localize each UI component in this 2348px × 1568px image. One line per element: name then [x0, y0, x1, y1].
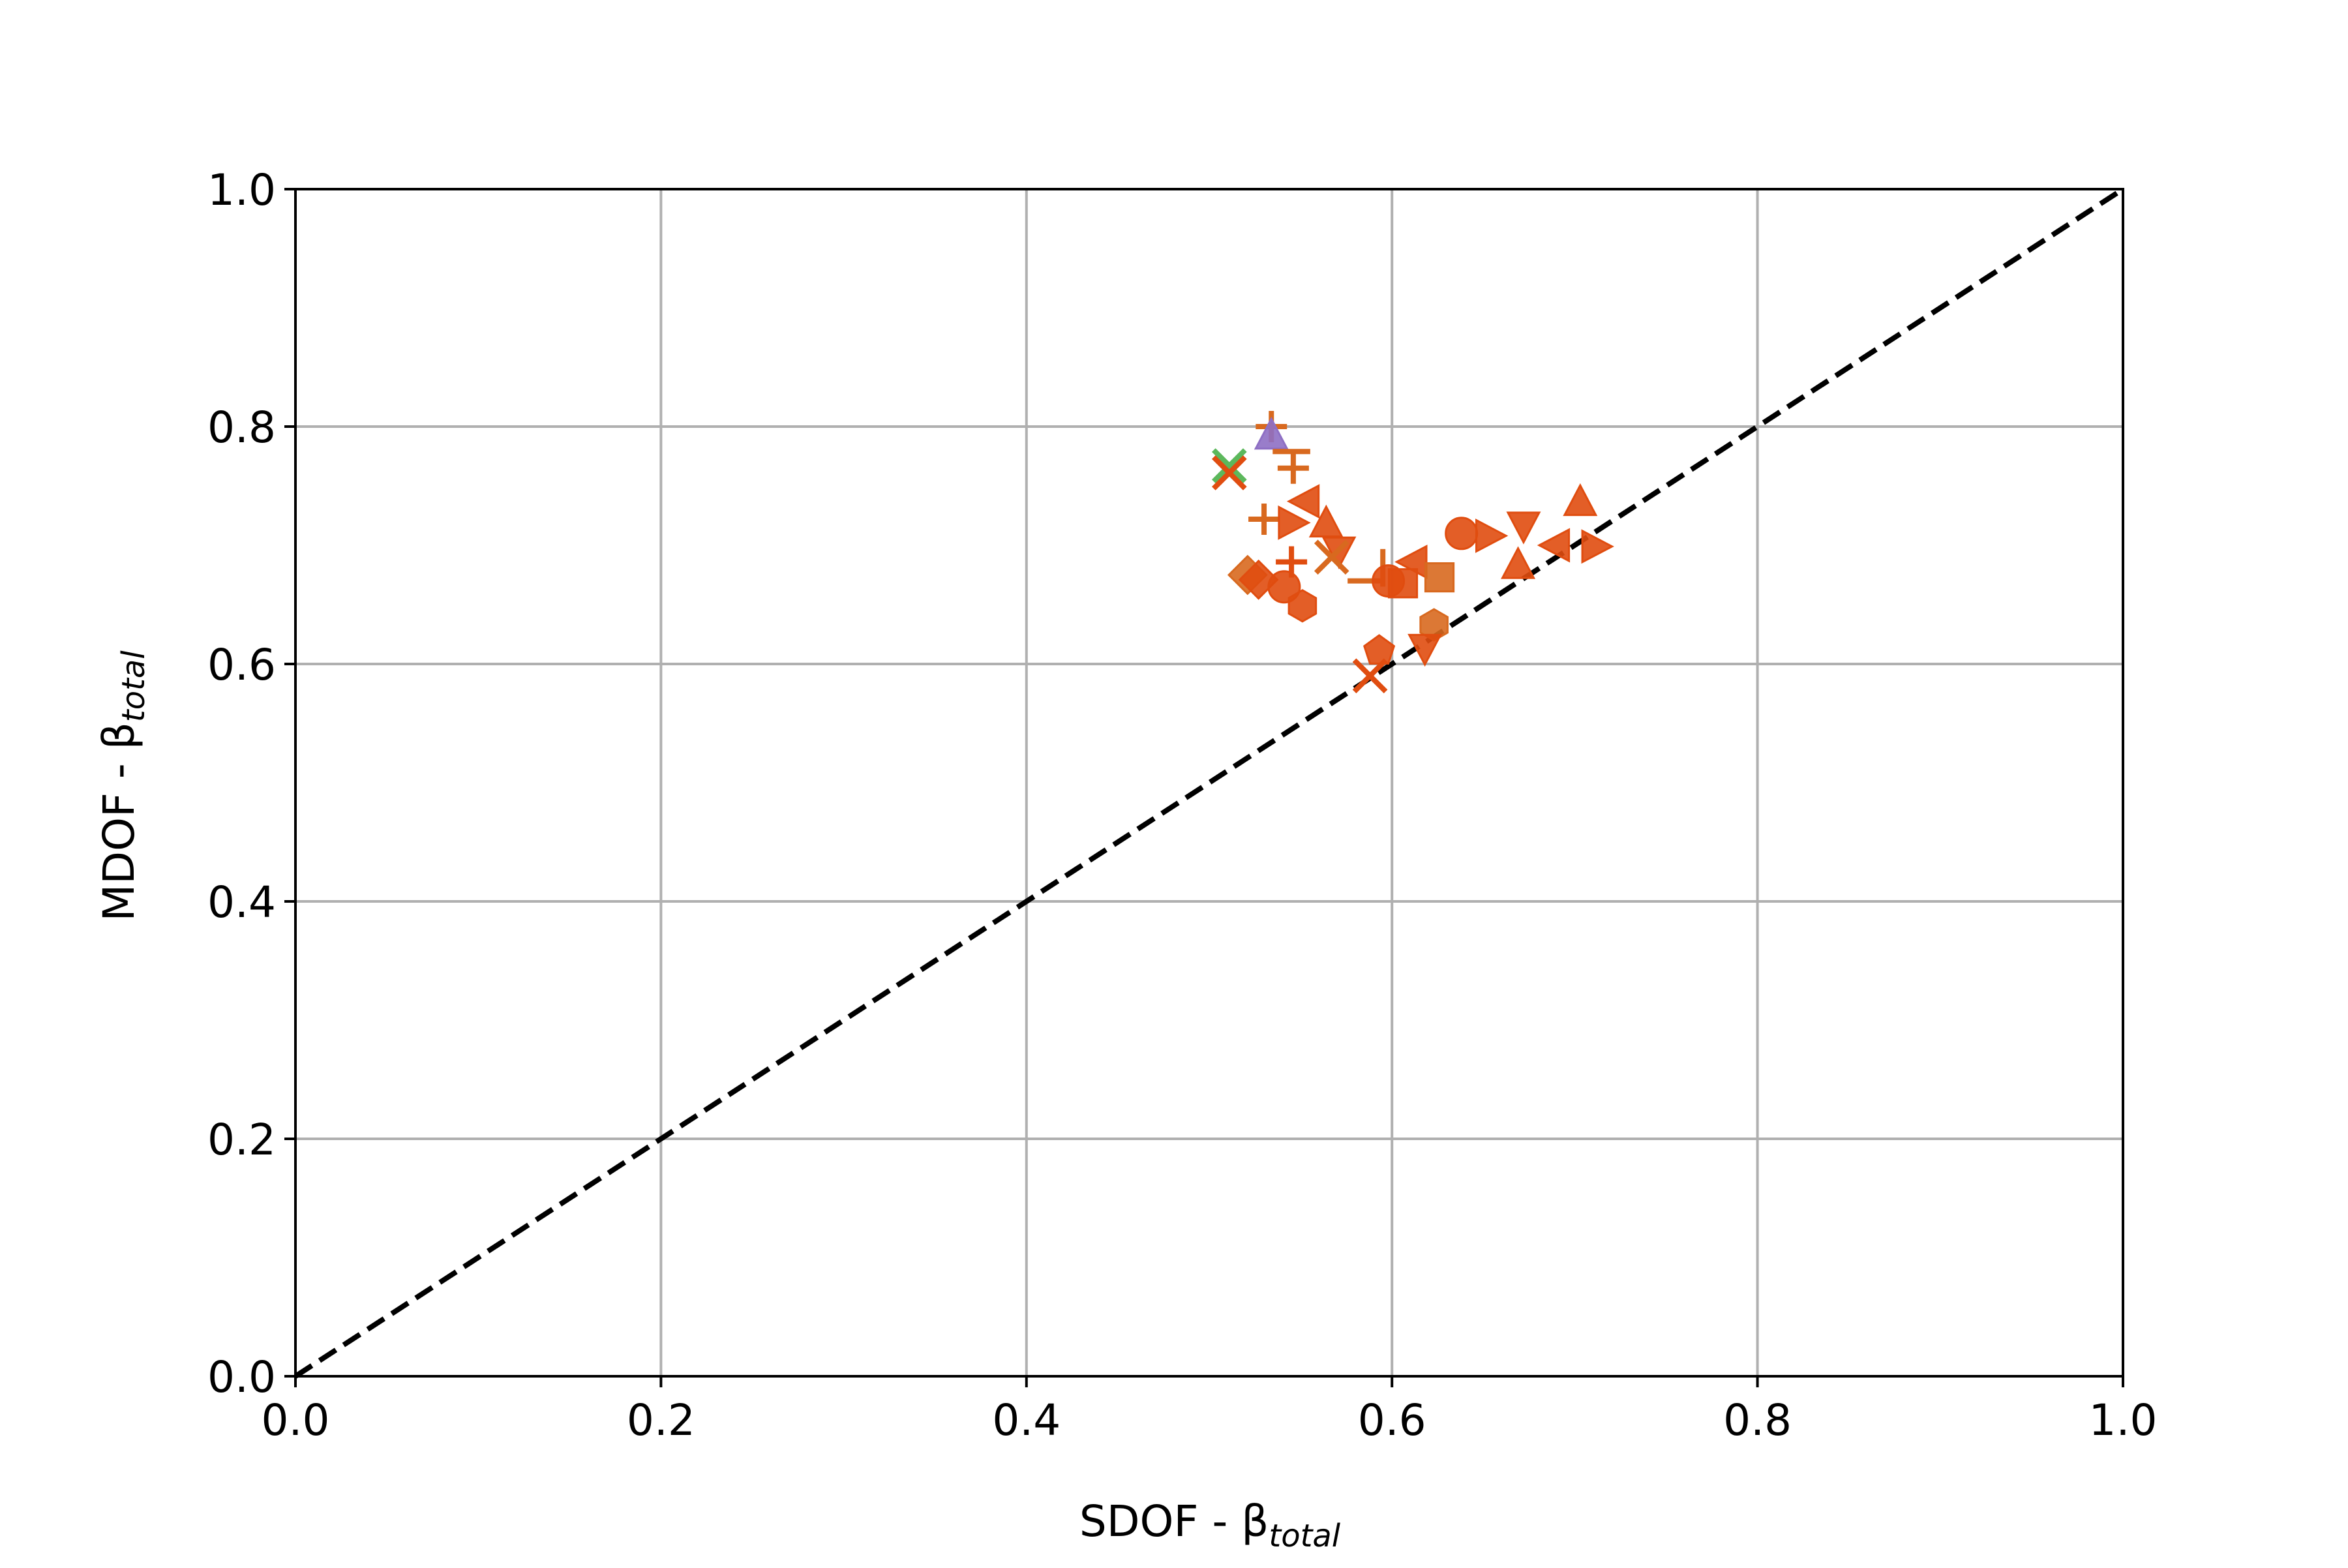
- x-axis-label: SDOF - βtotal: [1079, 1496, 1341, 1554]
- point-marker-triangle-down: [1407, 633, 1443, 667]
- x-axis-label-subscript: total: [1269, 1518, 1340, 1554]
- x-tick-label: 1.0: [2089, 1395, 2158, 1445]
- x-axis-label-text: SDOF - β: [1079, 1496, 1269, 1546]
- data-point: [1248, 503, 1280, 535]
- y-axis-label: MDOF - βtotal: [94, 650, 152, 922]
- point-marker-triangle-up: [1254, 416, 1289, 450]
- point-marker-circle: [1445, 517, 1479, 550]
- point-marker-x: [1211, 455, 1247, 490]
- data-point: [1475, 518, 1509, 553]
- data-point: [1287, 589, 1317, 623]
- point-marker-triangle-right: [1581, 529, 1614, 564]
- data-point: [1407, 633, 1443, 667]
- point-marker-triangle-up: [1563, 483, 1598, 517]
- y-axis-label-subscript: total: [115, 650, 152, 722]
- data-point: [1267, 570, 1301, 604]
- point-marker-x: [1211, 448, 1247, 483]
- data-point: [1314, 539, 1349, 575]
- point-marker-square: [1424, 562, 1455, 593]
- x-tick-label: 0.8: [1723, 1395, 1792, 1445]
- data-point: [1211, 455, 1247, 490]
- point-marker-triangle-left: [1537, 528, 1571, 563]
- x-tick-label: 0.4: [992, 1395, 1061, 1445]
- y-tick-label: 0.8: [207, 402, 276, 453]
- data-point: [1501, 546, 1536, 579]
- point-marker-square: [1387, 568, 1419, 599]
- data-point: [1278, 505, 1311, 540]
- data-point: [1563, 483, 1598, 517]
- reference-line: [294, 187, 2125, 1379]
- y-tick-label: 0.4: [207, 877, 276, 927]
- point-marker-x: [1314, 539, 1349, 575]
- x-tick-label: 0.6: [1358, 1395, 1426, 1445]
- point-marker-triangle-down: [1506, 511, 1541, 545]
- data-point: [1424, 562, 1455, 593]
- y-tick-label: 0.0: [207, 1352, 276, 1402]
- reference-line-group: [294, 187, 2125, 1379]
- x-tick-label: 0.2: [627, 1395, 695, 1445]
- data-point: [1506, 511, 1541, 545]
- data-point: [1537, 528, 1571, 563]
- ticks: 0.0 0.2 0.4 0.6 0.8 1.0 0.0 0.2 0.4 0.6 0.8 1.0: [207, 165, 2157, 1445]
- point-marker-triangle-up: [1501, 546, 1536, 579]
- data-point: [1581, 529, 1614, 564]
- data-point: [1211, 448, 1247, 483]
- y-tick-label: 0.6: [207, 640, 276, 690]
- data-point: [1394, 544, 1428, 579]
- point-marker-triangle-up: [1308, 504, 1344, 537]
- point-marker-x: [1352, 658, 1388, 694]
- y-tick-label: 1.0: [207, 165, 276, 215]
- plot-frame: [294, 188, 2124, 1378]
- point-marker-triangle-left: [1394, 544, 1428, 579]
- point-marker-hexagon: [1287, 589, 1317, 623]
- data-points: [1211, 411, 1614, 694]
- data-point: [1277, 452, 1309, 484]
- data-point: [1308, 504, 1344, 537]
- data-point: [1352, 658, 1388, 694]
- point-marker-triangle-right: [1475, 518, 1509, 553]
- x-tick-label: 0.0: [262, 1395, 330, 1445]
- data-point: [1445, 517, 1479, 550]
- data-point: [1286, 484, 1320, 519]
- point-marker-circle: [1267, 570, 1301, 604]
- point-marker-triangle-left: [1286, 484, 1320, 519]
- data-point: [1254, 416, 1289, 450]
- point-marker-triangle-right: [1278, 505, 1311, 540]
- y-tick-label: 0.2: [207, 1115, 276, 1165]
- data-point: [1387, 568, 1419, 599]
- y-axis-label-text: MDOF - β: [94, 722, 144, 922]
